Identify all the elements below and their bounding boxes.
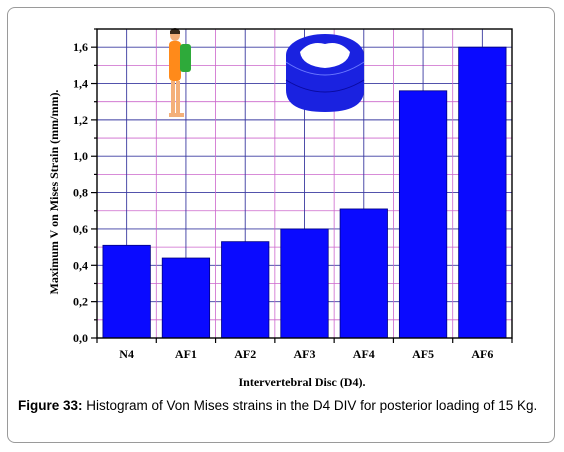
intervertebral-disc-icon [285,34,365,112]
bar-af3 [280,228,329,339]
bar-af1 [161,257,211,339]
x-tick-label: AF4 [353,347,375,361]
person-with-backpack-icon [169,28,191,117]
bar-n4 [102,244,151,339]
y-tick-labels: 0,0 0,2 0,4 0,6 0,8 1,0 1,2 1,4 1,6 [73,40,88,345]
bar-af5 [398,90,448,339]
y-axis-title: Maximum V on Mises Strain (mm/mm). [47,90,61,295]
y-tick-label: 0,0 [73,331,88,345]
caption-text: Histogram of Von Mises strains in the D4… [82,398,538,413]
y-tick-label: 1,2 [73,113,88,127]
axes [91,28,513,343]
x-tick-label: AF5 [412,347,434,361]
y-tick-label: 0,8 [73,186,88,200]
bar-af2 [221,241,270,339]
plot-frame [96,28,513,339]
x-tick-label: AF2 [234,347,256,361]
y-tick-label: 0,6 [73,222,88,236]
figure-caption: Figure 33: Histogram of Von Mises strain… [18,397,542,414]
y-tick-label: 1,4 [73,77,88,91]
y-tick-label: 0,2 [73,295,88,309]
x-axis-title: Intervertebral Disc (D4). [239,375,366,389]
y-tick-label: 0,4 [73,258,88,272]
x-tick-label: AF3 [294,347,316,361]
caption-label: Figure 33: [18,398,83,413]
y-tick-label: 1,6 [73,40,88,54]
x-tick-label: AF1 [175,347,197,361]
x-tick-labels: N4 AF1 AF2 AF3 AF4 AF5 AF6 [119,347,493,361]
bar-af4 [339,208,388,339]
x-tick-label: N4 [119,347,134,361]
x-tick-label: AF6 [471,347,493,361]
bar-af6 [458,46,507,339]
y-tick-label: 1,0 [73,149,88,163]
